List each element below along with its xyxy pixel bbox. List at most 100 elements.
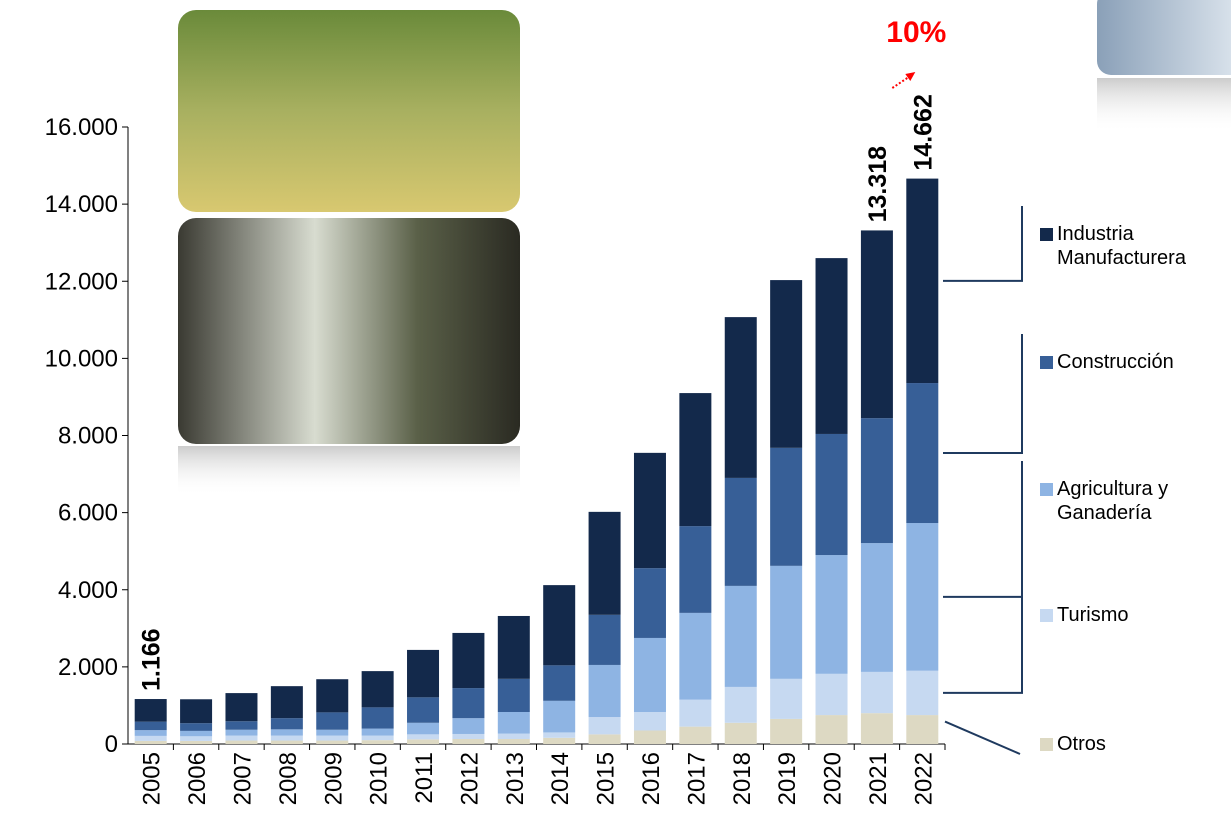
bar-segment (679, 393, 712, 527)
x-tick-label: 2005 (139, 752, 166, 805)
y-tick-label: 8.000 (58, 423, 118, 450)
legend-label: Turismo (1057, 604, 1129, 626)
bar-segment (679, 699, 712, 727)
bar-segment (452, 733, 485, 739)
bar-segment (180, 736, 213, 741)
y-tick-label: 6.000 (58, 500, 118, 527)
growth-arrow (891, 75, 911, 89)
bar-segment (134, 721, 167, 731)
bar-segment (860, 713, 893, 744)
bar-segment (407, 739, 440, 744)
bar-segment (633, 730, 666, 744)
x-tick-label: 2018 (729, 752, 756, 805)
photo-corner (1097, 0, 1231, 75)
bar-segment (543, 732, 576, 738)
bar-segment (588, 664, 621, 718)
y-tick-label: 4.000 (58, 577, 118, 604)
bar-segment (906, 523, 939, 671)
bar-segment (497, 738, 530, 744)
bar-segment (815, 673, 848, 716)
bar-segment (543, 700, 576, 733)
bar-segment (497, 615, 530, 679)
bar-segment (679, 726, 712, 744)
photo-reflection (178, 446, 520, 496)
bar-segment (361, 740, 394, 744)
bar-segment (134, 699, 167, 722)
bar-segment (316, 712, 349, 730)
y-tick-label: 10.000 (45, 345, 118, 372)
bar-segment (906, 670, 939, 716)
total-label: 13.318 (864, 146, 892, 223)
y-tick-label: 16.000 (45, 114, 118, 141)
bar-segment (543, 585, 576, 666)
legend-item: Industria Manufacturera (1040, 222, 1231, 270)
legend-label: Industria Manufacturera (1057, 223, 1186, 269)
bar-segment (452, 718, 485, 734)
y-tick-label: 14.000 (45, 191, 118, 218)
bar-segment (316, 740, 349, 744)
bar-segment (770, 678, 803, 719)
bar-segment (361, 728, 394, 736)
bar-segment (270, 729, 303, 736)
x-tick-label: 2014 (547, 752, 574, 805)
x-tick-label: 2010 (366, 752, 393, 805)
legend-connector (943, 461, 1023, 598)
bar-segment (815, 715, 848, 744)
y-tick-label: 12.000 (45, 268, 118, 295)
bar-segment (180, 730, 213, 737)
bar-segment (588, 717, 621, 735)
bar-segment (906, 383, 939, 524)
bar-segment (633, 711, 666, 731)
bar-segment (588, 614, 621, 665)
x-tick-label: 2007 (229, 752, 256, 805)
bar-segment (180, 723, 213, 731)
bar-segment (770, 447, 803, 566)
bar-segment (497, 711, 530, 734)
bar-segment (815, 258, 848, 434)
legend-connector (943, 206, 1023, 282)
x-tick-label: 2022 (910, 752, 937, 805)
bar-segment (770, 565, 803, 679)
bar-segment (134, 735, 167, 741)
bar-segment (860, 543, 893, 672)
x-tick-label: 2015 (593, 752, 620, 805)
bar-segment (270, 686, 303, 719)
growth-arrowhead (905, 72, 916, 81)
bar-segment (497, 733, 530, 739)
bar-segment (770, 280, 803, 448)
legend-connector (943, 334, 1023, 455)
bar-segment (724, 722, 757, 744)
bar-segment (860, 671, 893, 714)
bar-segment (724, 317, 757, 478)
x-tick-label: 2021 (865, 752, 892, 805)
bar-segment (815, 555, 848, 674)
legend-swatch (1040, 228, 1053, 241)
bar-segment (361, 735, 394, 741)
legend-item: Turismo (1040, 603, 1231, 627)
legend-connector (944, 720, 1021, 755)
photo-factory (178, 218, 520, 444)
x-tick-label: 2006 (184, 752, 211, 805)
x-tick-label: 2016 (638, 752, 665, 805)
photo-quinoa (178, 10, 520, 212)
bar-segment (361, 671, 394, 708)
bar-segment (633, 568, 666, 638)
legend-label: Construcción (1057, 351, 1174, 373)
bar-segment (815, 433, 848, 556)
bar-segment (633, 637, 666, 712)
legend-label: Agricultura y Ganadería (1057, 478, 1169, 524)
x-tick-label: 2012 (456, 752, 483, 805)
bar-segment (316, 729, 349, 736)
legend-swatch (1040, 738, 1053, 751)
bar-segment (497, 678, 530, 712)
x-tick-label: 2008 (275, 752, 302, 805)
bar-segment (225, 729, 258, 736)
bar-segment (407, 734, 440, 740)
bar-segment (588, 511, 621, 615)
legend-item: Otros (1040, 732, 1231, 756)
bar-segment (543, 737, 576, 744)
bar-segment (543, 665, 576, 701)
legend-item: Agricultura y Ganadería (1040, 477, 1231, 525)
